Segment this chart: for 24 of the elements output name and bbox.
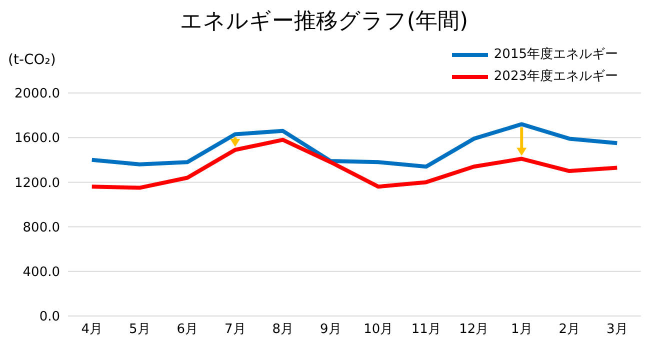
y-axis-title: (t-CO₂) (8, 52, 56, 68)
chart-title: エネルギー推移グラフ(年間) (178, 8, 470, 36)
x-tick-label: 4月 (81, 322, 103, 338)
x-tick-label: 5月 (128, 322, 150, 338)
y-tick-label: 2000.0 (14, 86, 60, 102)
y-tick-label: 800.0 (22, 220, 60, 236)
y-tick-label: 400.0 (22, 265, 60, 280)
y-tick-label: 1600.0 (14, 131, 60, 146)
x-tick-label: 3月 (606, 322, 628, 338)
x-tick-label: 7月 (224, 322, 246, 338)
line-series (90, 138, 620, 190)
x-tick-label: 11月 (411, 322, 441, 338)
y-tick-label: 0.0 (39, 310, 60, 325)
x-tick-label: 12月 (459, 322, 489, 338)
x-tick-label: 8月 (272, 322, 294, 338)
x-tick-label: 1月 (510, 322, 532, 338)
x-tick-label: 9月 (320, 322, 342, 338)
x-tick-label: 10月 (364, 322, 394, 338)
legend-label: 2023年度エネルギー (494, 68, 618, 86)
legend-label: 2015年度エネルギー (494, 46, 618, 64)
line-series (90, 122, 620, 169)
y-tick-label: 1200.0 (14, 176, 60, 191)
x-tick-label: 6月 (176, 322, 198, 338)
x-tick-label: 2月 (558, 322, 580, 338)
